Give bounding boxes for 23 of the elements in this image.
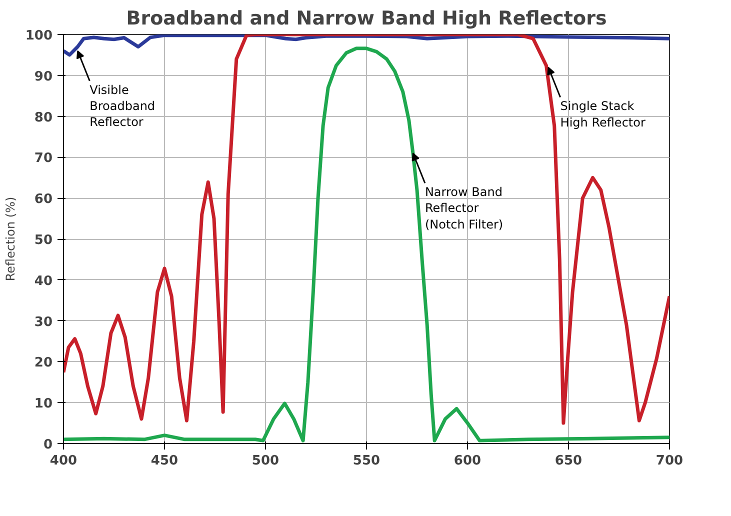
- y-tick-label: 20: [34, 356, 53, 371]
- x-tick-label: 600: [454, 454, 482, 468]
- y-tick-label: 0: [43, 438, 52, 452]
- y-axis-title: Reflection (%): [3, 196, 18, 282]
- x-tick-label: 450: [150, 454, 178, 468]
- y-tick-label: 100: [25, 28, 53, 44]
- y-tick-label: 70: [34, 151, 53, 166]
- y-tick-label: 80: [34, 110, 53, 126]
- y-tick-label: 30: [34, 314, 53, 330]
- y-tick-label: 50: [34, 233, 53, 248]
- y-tick-label: 90: [34, 69, 53, 84]
- x-tick-label: 550: [352, 454, 380, 468]
- annotation: Single Stack High Reflector: [560, 99, 646, 130]
- y-tick-label: 60: [34, 192, 53, 208]
- annotation: Visible Broadband Reflector: [90, 82, 156, 130]
- y-tick-label: 10: [34, 396, 53, 412]
- annotation: Narrow Band Reflector (Notch Filter): [424, 185, 504, 232]
- x-tick-label: 500: [252, 454, 280, 468]
- x-tick-label: 650: [554, 454, 582, 468]
- x-tick-label: 400: [50, 454, 78, 468]
- y-tick-label: 40: [34, 274, 53, 289]
- x-tick-label: 700: [656, 454, 684, 468]
- chart-title: Broadband and Narrow Band High Reflectors: [126, 8, 607, 30]
